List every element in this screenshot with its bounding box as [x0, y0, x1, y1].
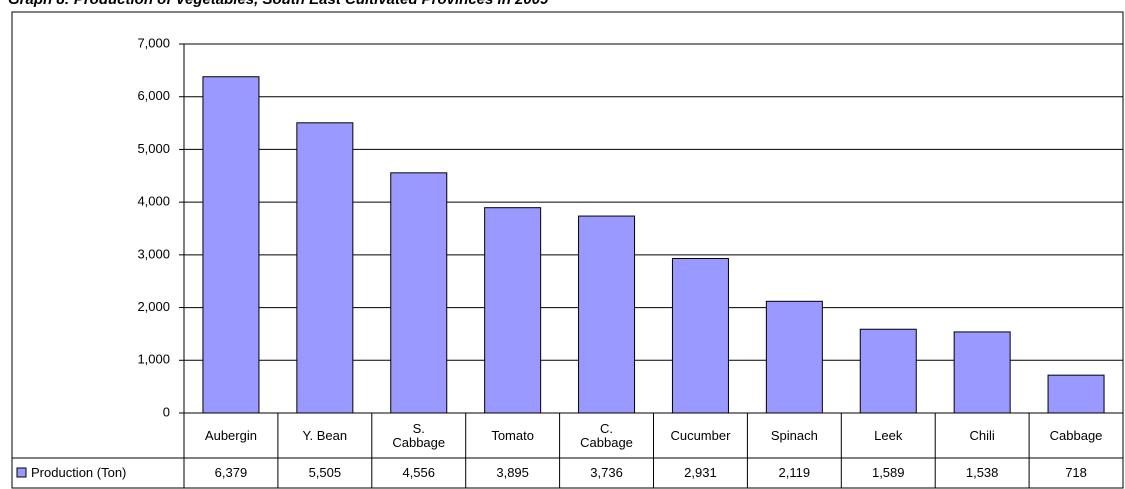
value-label: 1,589: [871, 465, 905, 480]
bar: [578, 215, 636, 414]
legend-label: Production (Ton): [31, 465, 127, 480]
legend-swatch: [16, 467, 27, 478]
value-label: 5,505: [308, 465, 342, 480]
bar: [296, 122, 354, 414]
value-label: 4,556: [402, 465, 436, 480]
bar: [202, 76, 260, 414]
y-tick-label: 1,000: [137, 352, 170, 367]
y-tick-label: 7,000: [137, 35, 170, 50]
y-tick-label: 0: [163, 404, 170, 419]
bar: [1047, 374, 1105, 414]
category-label: S. Cabbage: [392, 420, 446, 450]
bar: [953, 331, 1011, 414]
bar: [484, 207, 542, 414]
y-tick-label: 4,000: [137, 194, 170, 209]
bar: [859, 328, 917, 414]
bar: [390, 172, 448, 414]
value-label: 3,736: [590, 465, 623, 480]
bar: [765, 300, 823, 414]
category-label: Chili: [969, 427, 995, 443]
value-label: 718: [1065, 465, 1087, 480]
value-label: 1,538: [965, 465, 999, 480]
category-label: Cucumber: [670, 427, 731, 443]
y-tick-label: 3,000: [137, 246, 170, 261]
category-label: C. Cabbage: [580, 420, 633, 450]
category-label: Spinach: [770, 427, 818, 443]
category-label: Leek: [874, 427, 903, 443]
value-label: 3,895: [496, 465, 529, 480]
y-tick-label: 2,000: [137, 299, 170, 314]
y-tick-label: 5,000: [137, 141, 170, 156]
y-tick-label: 6,000: [137, 88, 170, 103]
category-label: Aubergin: [204, 427, 257, 443]
value-label: 2,119: [778, 465, 811, 480]
value-label: 6,379: [214, 465, 248, 480]
chart-title: Graph 8: Production of Vegetables, South…: [8, 0, 548, 8]
value-label: 2,931: [684, 465, 717, 480]
chart-border: [11, 11, 1124, 489]
bar: [671, 257, 729, 414]
category-label: Tomato: [491, 427, 534, 443]
category-label: Y. Bean: [302, 427, 348, 443]
category-label: Cabbage: [1049, 427, 1103, 443]
